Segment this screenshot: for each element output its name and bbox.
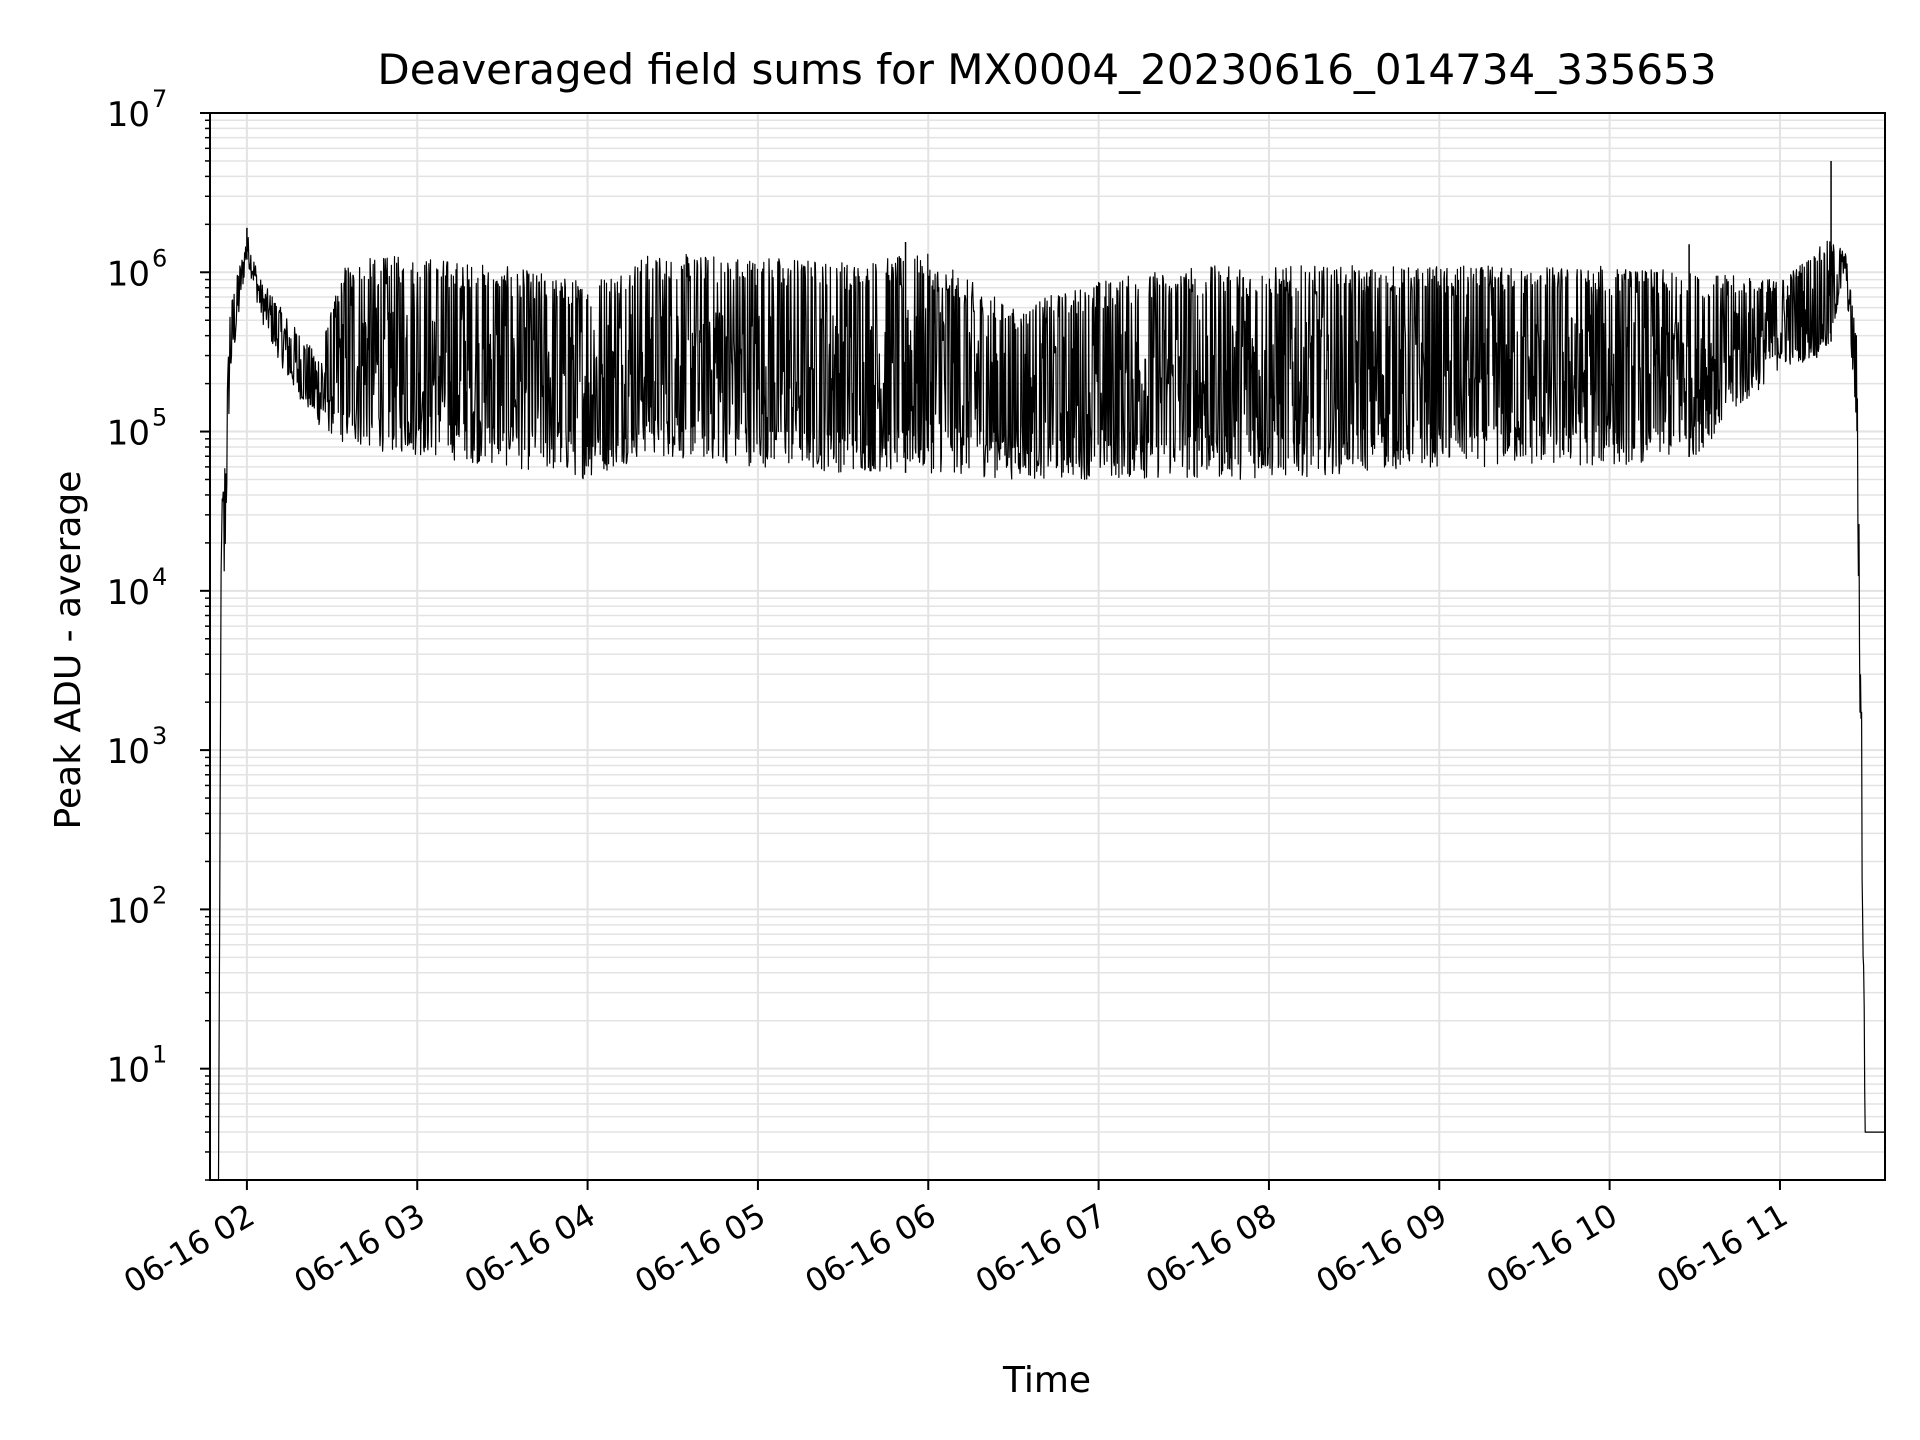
plot-area-frame [209,112,1886,1181]
chart-title: Deaveraged field sums for MX0004_2023061… [377,45,1716,94]
y-tick-exponent: 1 [152,1041,167,1069]
y-tick-label: 10 [107,573,150,613]
y-tick-label: 10 [107,95,150,135]
y-tick-exponent: 7 [152,85,167,113]
series-line [217,237,1885,1180]
y-tick-exponent: 2 [152,881,167,909]
y-tick-exponent: 4 [152,563,167,591]
y-tick-label: 10 [107,732,150,772]
x-axis-label: Time [1002,1360,1091,1401]
y-tick-label: 10 [107,891,150,931]
data-series [217,160,1885,1180]
y-tick-exponent: 3 [152,722,167,750]
y-tick-label: 10 [107,254,150,294]
y-tick-label: 10 [107,414,150,454]
y-tick-exponent: 6 [152,244,167,272]
y-tick-label: 10 [107,1051,150,1091]
y-tick-exponent: 5 [152,404,167,432]
y-axis-label: Peak ADU - average [48,471,89,830]
minor-gridlines [210,119,1885,1181]
